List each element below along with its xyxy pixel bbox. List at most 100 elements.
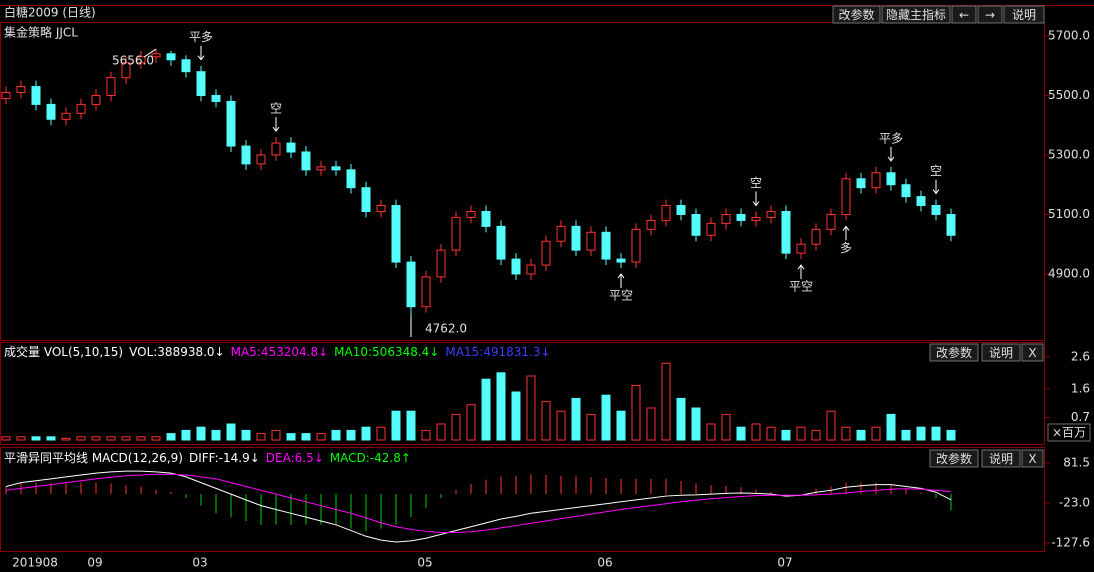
button-label: 改参数 [936,345,972,360]
button-label: 隐藏主指标 [886,7,946,22]
candle-body [751,216,761,221]
x-tick-label: 201908 [12,556,58,570]
candle-body [241,145,251,165]
volume-bar [826,410,836,441]
volume-bar [346,429,356,441]
signal-label: 空 [930,164,942,178]
signal-arrowhead [797,264,805,270]
volume-bar [706,423,716,441]
volume-bar [766,426,776,441]
button-frame [929,343,979,362]
candle-body [646,219,656,230]
candle-body [721,213,731,224]
unit-label: ×百万 [1052,426,1086,440]
candle-body [496,225,506,260]
high-marker [143,48,157,58]
volume-bar [856,429,866,441]
y-tick-label: 4900.0 [1048,266,1090,280]
y-tick-label: 5300.0 [1048,147,1090,161]
volume-bar [586,413,596,441]
volume-bar [361,426,371,441]
candle-body [856,178,866,189]
volume-bar [316,433,326,441]
x-tick-label: 03 [192,556,207,570]
volume-bar [496,372,506,441]
volume-bar [541,401,551,441]
button-frame [977,5,1003,24]
volume-bar [676,397,686,441]
button[interactable]: 改参数 [929,449,979,468]
candle-body [601,231,611,260]
volume-bar [61,437,71,441]
button[interactable]: 改参数 [832,5,881,24]
high-label: 5656.0 [112,54,154,68]
volume-bar [1,436,11,441]
volume-bar [691,407,701,441]
volume-panel [0,342,1045,445]
volume-bar [286,433,296,441]
candle-body [121,62,131,79]
button[interactable]: 改参数 [929,343,979,362]
candle-body [676,205,686,215]
volume-bar [76,436,86,441]
candle-body [766,210,776,218]
candle-body [916,196,926,207]
candle-body [901,184,911,198]
volume-bar [901,429,911,441]
legend-item: VOL:388938.0↓ [129,345,224,359]
button-frame [1021,449,1044,468]
candle-body [586,231,596,251]
candle-body [106,77,116,96]
button[interactable]: X [1021,343,1044,362]
low-label: 4762.0 [425,322,467,336]
button[interactable]: → [977,5,1003,24]
volume-bar [421,429,431,441]
button-label: 说明 [989,451,1013,466]
y-tick-label: 5700.0 [1048,28,1090,42]
signal-arrowhead [617,273,625,279]
button[interactable]: 隐藏主指标 [881,5,951,24]
legend-item: DEA:6.5↓ [266,451,324,465]
volume-bar [301,433,311,441]
candle-body [136,56,146,64]
candle-body [691,213,701,236]
y-tick-label: 81.5 [1063,455,1090,469]
button[interactable]: X [1021,449,1044,468]
volume-bar [196,426,206,441]
indicator-name: 集金策略 JJCL [4,25,78,40]
candle-body [661,205,671,221]
signal-label: 平空 [789,280,813,294]
candle-body [46,103,56,120]
candle-body [466,210,476,218]
volume-bar [241,429,251,441]
button[interactable]: 说明 [1003,5,1045,24]
legend-item: 成交量 VOL(5,10,15) [4,344,123,359]
volume-bar [946,429,956,441]
legend-item: DIFF:-14.9↓ [189,451,260,465]
candle-body [316,166,326,171]
y-tick-label: 5100.0 [1048,207,1090,221]
candle-body [616,258,626,263]
candle-body [736,213,746,221]
volume-bar [916,426,926,441]
button-label: X [1028,452,1036,466]
candle-body [391,205,401,263]
y-tick-label: 0.7 [1071,410,1090,424]
candle-body [571,225,581,251]
volume-bar [136,436,146,441]
volume-bar [556,410,566,441]
button-label: 改参数 [838,7,874,22]
panel-legend: 成交量 VOL(5,10,15) VOL:388938.0↓ MA5:453204.… [4,344,551,359]
button[interactable]: 说明 [981,449,1021,468]
panel-legend: 平滑异同平均线 MACD(12,26,9) DIFF:-14.9↓ DEA:6.5↓… [4,451,411,465]
volume-bar [646,407,656,441]
candle-body [931,205,941,215]
volume-bar [31,436,41,441]
volume-bar [481,378,491,441]
button[interactable]: 说明 [981,343,1021,362]
signal-label: 空 [750,176,762,190]
button[interactable]: ← [951,5,977,24]
volume-bar [931,426,941,441]
volume-bar [16,436,26,441]
